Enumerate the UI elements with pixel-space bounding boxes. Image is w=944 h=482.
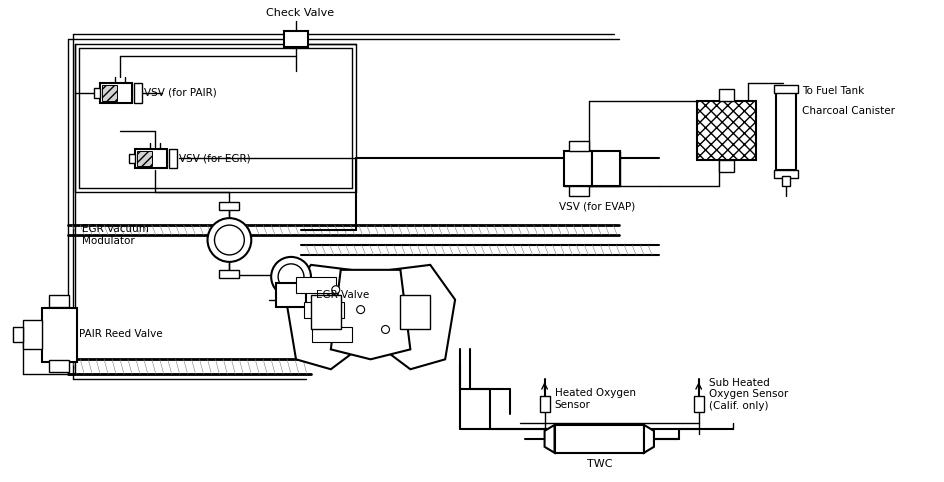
Circle shape bbox=[271, 257, 311, 297]
Bar bbox=[23, 320, 42, 349]
Circle shape bbox=[208, 218, 251, 262]
Polygon shape bbox=[400, 295, 430, 330]
Text: VSV (for EGR): VSV (for EGR) bbox=[178, 153, 250, 163]
Bar bbox=[776, 91, 796, 171]
Bar bbox=[134, 83, 142, 103]
Bar bbox=[774, 85, 798, 93]
Text: To Fuel Tank: To Fuel Tank bbox=[802, 86, 865, 96]
Bar bbox=[12, 326, 23, 342]
Bar bbox=[554, 425, 644, 453]
Bar bbox=[100, 83, 132, 103]
Polygon shape bbox=[545, 425, 554, 453]
Bar bbox=[49, 295, 69, 307]
Bar bbox=[129, 153, 135, 163]
Bar bbox=[42, 308, 77, 362]
Bar bbox=[135, 148, 167, 168]
Polygon shape bbox=[286, 265, 371, 369]
Bar bbox=[783, 176, 790, 187]
Bar bbox=[718, 89, 734, 101]
Circle shape bbox=[357, 306, 364, 314]
Text: VSV (for PAIR): VSV (for PAIR) bbox=[143, 88, 217, 98]
Text: Sub Heated
Oxygen Sensor
(Calif. only): Sub Heated Oxygen Sensor (Calif. only) bbox=[709, 377, 788, 411]
Polygon shape bbox=[311, 295, 341, 330]
Bar bbox=[565, 150, 592, 187]
Bar bbox=[102, 85, 117, 101]
Text: VSV (for EVAP): VSV (for EVAP) bbox=[560, 201, 635, 211]
Bar bbox=[540, 396, 549, 412]
Text: PAIR Reed Valve: PAIR Reed Valve bbox=[79, 330, 163, 339]
Bar bbox=[569, 141, 589, 150]
Bar bbox=[312, 326, 352, 342]
Bar bbox=[565, 150, 620, 187]
Circle shape bbox=[278, 264, 304, 290]
Text: EGR Vacuum
Modulator: EGR Vacuum Modulator bbox=[82, 224, 149, 246]
Text: Check Valve: Check Valve bbox=[266, 8, 334, 18]
Bar bbox=[137, 150, 152, 166]
Bar bbox=[592, 150, 620, 187]
Circle shape bbox=[331, 286, 340, 294]
Bar bbox=[219, 202, 240, 210]
Bar bbox=[94, 88, 100, 98]
Bar bbox=[774, 171, 798, 178]
Text: TWC: TWC bbox=[586, 459, 612, 469]
Bar bbox=[219, 270, 240, 278]
Bar bbox=[296, 277, 336, 293]
Bar bbox=[284, 31, 308, 47]
Text: Charcoal Canister: Charcoal Canister bbox=[802, 106, 895, 116]
Polygon shape bbox=[371, 265, 455, 369]
Circle shape bbox=[381, 325, 390, 334]
Circle shape bbox=[214, 225, 244, 255]
Bar bbox=[49, 361, 69, 372]
Polygon shape bbox=[330, 270, 411, 359]
Bar bbox=[277, 283, 306, 307]
Bar bbox=[694, 396, 703, 412]
Bar bbox=[697, 101, 756, 161]
Text: EGR Valve: EGR Valve bbox=[316, 290, 369, 300]
Bar bbox=[169, 148, 177, 168]
Bar bbox=[569, 187, 589, 196]
Bar bbox=[304, 302, 344, 318]
Polygon shape bbox=[644, 425, 654, 453]
Bar bbox=[718, 161, 734, 173]
Text: Heated Oxygen
Sensor: Heated Oxygen Sensor bbox=[554, 388, 635, 410]
